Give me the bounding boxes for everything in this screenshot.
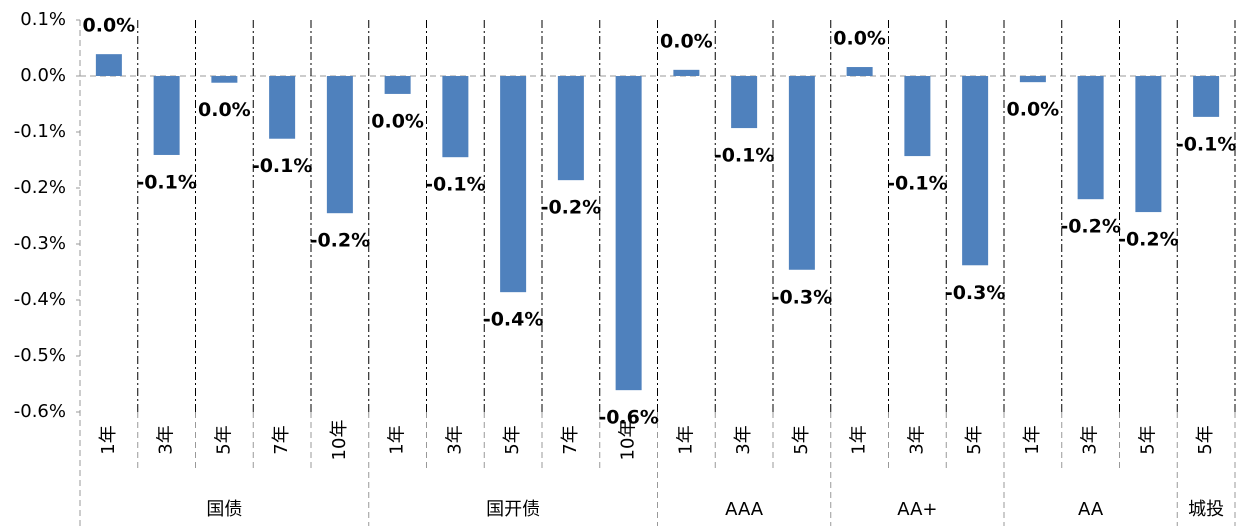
bar [1193, 76, 1220, 117]
bar [1135, 76, 1162, 213]
x-tick-label: 5年 [1137, 425, 1158, 454]
data-label: 0.0% [833, 28, 886, 50]
data-label: 0.0% [371, 110, 424, 132]
x-tick-label: 10年 [329, 420, 350, 461]
data-label: 0.0% [1007, 99, 1060, 121]
data-label: -0.3% [945, 282, 1006, 304]
x-tick-label: 5年 [502, 425, 523, 454]
y-tick-label: 0.0% [20, 65, 66, 86]
bar [95, 54, 122, 76]
x-tick-label: 3年 [156, 425, 177, 454]
data-label: -0.4% [483, 309, 544, 331]
data-label: -0.1% [887, 173, 948, 195]
y-tick-label: -0.4% [14, 289, 66, 310]
data-label: 0.0% [198, 99, 251, 121]
data-label: 0.0% [83, 15, 136, 37]
bar [211, 76, 238, 83]
group-label: AAA [725, 499, 764, 520]
bar [615, 76, 642, 391]
x-tick-label: 3年 [906, 425, 927, 454]
data-label: -0.2% [541, 197, 602, 219]
data-label: -0.3% [772, 286, 833, 308]
data-label: -0.1% [1176, 133, 1237, 155]
bar [1077, 76, 1104, 200]
x-tick-label: 1年 [98, 425, 119, 454]
data-label: -0.1% [252, 155, 313, 177]
bar [962, 76, 989, 266]
group-label: AA+ [897, 499, 937, 520]
group-label: 城投 [1188, 499, 1224, 520]
x-tick-label: 10年 [618, 420, 639, 461]
data-label: -0.6% [598, 407, 659, 429]
bar [153, 76, 180, 155]
y-tick-label: -0.1% [14, 121, 66, 142]
data-label: -0.2% [310, 230, 371, 252]
bar [1019, 76, 1046, 83]
y-tick-label: 0.1% [20, 9, 66, 30]
bar [500, 76, 527, 293]
x-tick-label: 5年 [213, 425, 234, 454]
x-tick-label: 3年 [733, 425, 754, 454]
y-tick-label: -0.2% [14, 177, 66, 198]
bar [384, 76, 411, 94]
bar [904, 76, 931, 157]
x-tick-label: 5年 [791, 425, 812, 454]
group-label: AA [1078, 499, 1104, 520]
group-label: 国开债 [486, 499, 540, 520]
data-label: -0.2% [1060, 216, 1121, 238]
data-label: -0.1% [425, 174, 486, 196]
data-label: -0.1% [136, 171, 197, 193]
bar [326, 76, 353, 214]
group-label: 国债 [206, 499, 242, 520]
data-label: -0.1% [714, 145, 775, 167]
y-tick-label: -0.6% [14, 401, 66, 422]
bar [846, 67, 873, 76]
x-tick-label: 1年 [849, 425, 870, 454]
data-label: -0.2% [1118, 229, 1179, 251]
bar [269, 76, 296, 139]
x-tick-label: 1年 [1022, 425, 1043, 454]
x-tick-label: 5年 [1195, 425, 1216, 454]
x-tick-label: 7年 [271, 425, 292, 454]
x-tick-label: 3年 [1080, 425, 1101, 454]
x-tick-label: 7年 [560, 425, 581, 454]
data-label: 0.0% [660, 30, 713, 52]
bar [731, 76, 758, 129]
x-tick-label: 1年 [387, 425, 408, 454]
bar [442, 76, 469, 158]
bar [673, 69, 700, 76]
x-tick-label: 5年 [964, 425, 985, 454]
y-tick-label: -0.5% [14, 345, 66, 366]
x-tick-label: 3年 [444, 425, 465, 454]
bar [557, 76, 584, 181]
bar [788, 76, 815, 270]
y-tick-label: -0.3% [14, 233, 66, 254]
x-tick-label: 1年 [675, 425, 696, 454]
